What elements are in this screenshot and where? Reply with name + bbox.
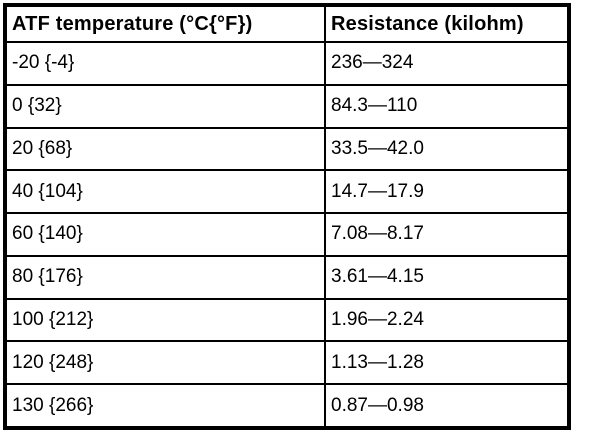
- temperature-cell: 60 {140}: [4, 212, 326, 257]
- table-row: 100 {212} 1.96—2.24: [4, 297, 570, 343]
- temperature-cell: 80 {176}: [4, 254, 326, 300]
- resistance-cell: 14.7—17.9: [324, 169, 570, 215]
- temperature-cell: -20 {-4}: [4, 41, 326, 86]
- table-row: 0 {32} 84.3—110: [4, 83, 570, 129]
- atf-resistance-table: ATF temperature (°C{°F}) Resistance (kil…: [3, 3, 571, 430]
- resistance-cell: 33.5—42.0: [324, 126, 570, 172]
- table-row: 80 {176} 3.61—4.15: [4, 254, 570, 300]
- resistance-cell: 1.13—1.28: [324, 340, 570, 386]
- table-row: 130 {266} 0.87—0.98: [4, 383, 570, 429]
- table-row: -20 {-4} 236—324: [4, 41, 570, 86]
- resistance-cell: 236—324: [324, 41, 570, 86]
- temperature-cell: 0 {32}: [4, 83, 326, 129]
- temperature-cell: 40 {104}: [4, 169, 326, 215]
- table-body: -20 {-4} 236—324 0 {32} 84.3—110 20 {68} 33.5…: [4, 41, 570, 429]
- table-row: 120 {248} 1.13—1.28: [4, 340, 570, 386]
- temperature-cell: 20 {68}: [4, 126, 326, 172]
- temperature-cell: 130 {266}: [4, 383, 326, 429]
- resistance-cell: 84.3—110: [324, 83, 570, 129]
- table-row: 40 {104} 14.7—17.9: [4, 169, 570, 215]
- column-header-resistance: Resistance (kilohm): [324, 4, 570, 43]
- header-row: ATF temperature (°C{°F}) Resistance (kil…: [4, 4, 570, 43]
- table-row: 20 {68} 33.5—42.0: [4, 126, 570, 172]
- resistance-cell: 3.61—4.15: [324, 254, 570, 300]
- temperature-cell: 100 {212}: [4, 297, 326, 343]
- resistance-cell: 1.96—2.24: [324, 297, 570, 343]
- resistance-cell: 7.08—8.17: [324, 212, 570, 257]
- temperature-cell: 120 {248}: [4, 340, 326, 386]
- resistance-cell: 0.87—0.98: [324, 383, 570, 429]
- table-row: 60 {140} 7.08—8.17: [4, 212, 570, 257]
- column-header-atf-temperature: ATF temperature (°C{°F}): [4, 4, 326, 43]
